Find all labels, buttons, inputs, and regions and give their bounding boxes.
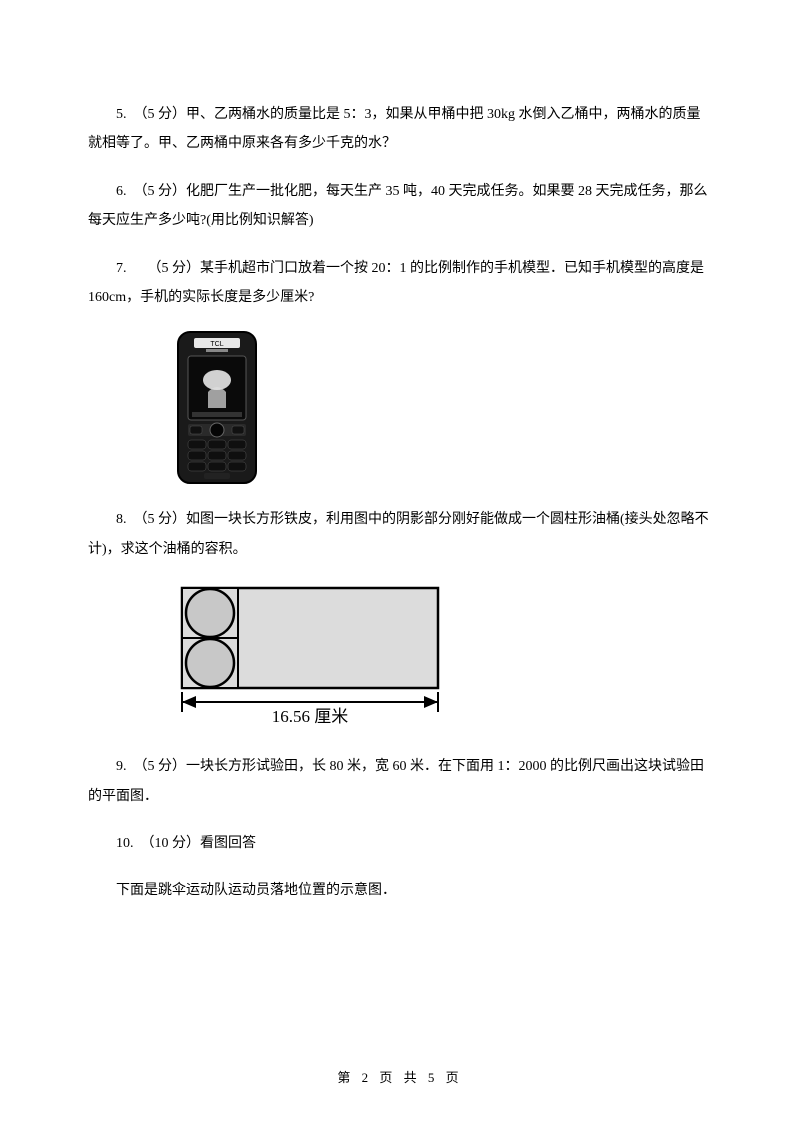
svg-text:16.56 厘米: 16.56 厘米 bbox=[272, 707, 349, 724]
page-footer: 第 2 页 共 5 页 bbox=[0, 1067, 800, 1086]
question-10: 10. （10 分）看图回答 bbox=[88, 829, 712, 858]
phone-icon: TCL bbox=[176, 330, 258, 485]
svg-text:TCL: TCL bbox=[210, 341, 223, 348]
page-content: 5. （5 分）甲、乙两桶水的质量比是 5：3，如果从甲桶中把 30kg 水倒入… bbox=[0, 0, 800, 906]
question-7: 7. （5 分）某手机超市门口放着一个按 20：1 的比例制作的手机模型．已知手… bbox=[88, 254, 712, 313]
phone-figure: TCL bbox=[176, 330, 712, 485]
question-8: 8. （5 分）如图一块长方形铁皮，利用图中的阴影部分刚好能做成一个圆柱形油桶(… bbox=[88, 505, 712, 564]
question-10-sub: 下面是跳伞运动队运动员落地位置的示意图． bbox=[88, 876, 712, 905]
question-9: 9. （5 分）一块长方形试验田，长 80 米，宽 60 米．在下面用 1：20… bbox=[88, 752, 712, 811]
rectangle-figure: 16.56 厘米 bbox=[176, 582, 712, 724]
cylinder-sheet-diagram: 16.56 厘米 bbox=[176, 582, 456, 724]
question-6: 6. （5 分）化肥厂生产一批化肥，每天生产 35 吨，40 天完成任务。如果要… bbox=[88, 177, 712, 236]
question-5: 5. （5 分）甲、乙两桶水的质量比是 5：3，如果从甲桶中把 30kg 水倒入… bbox=[88, 100, 712, 159]
